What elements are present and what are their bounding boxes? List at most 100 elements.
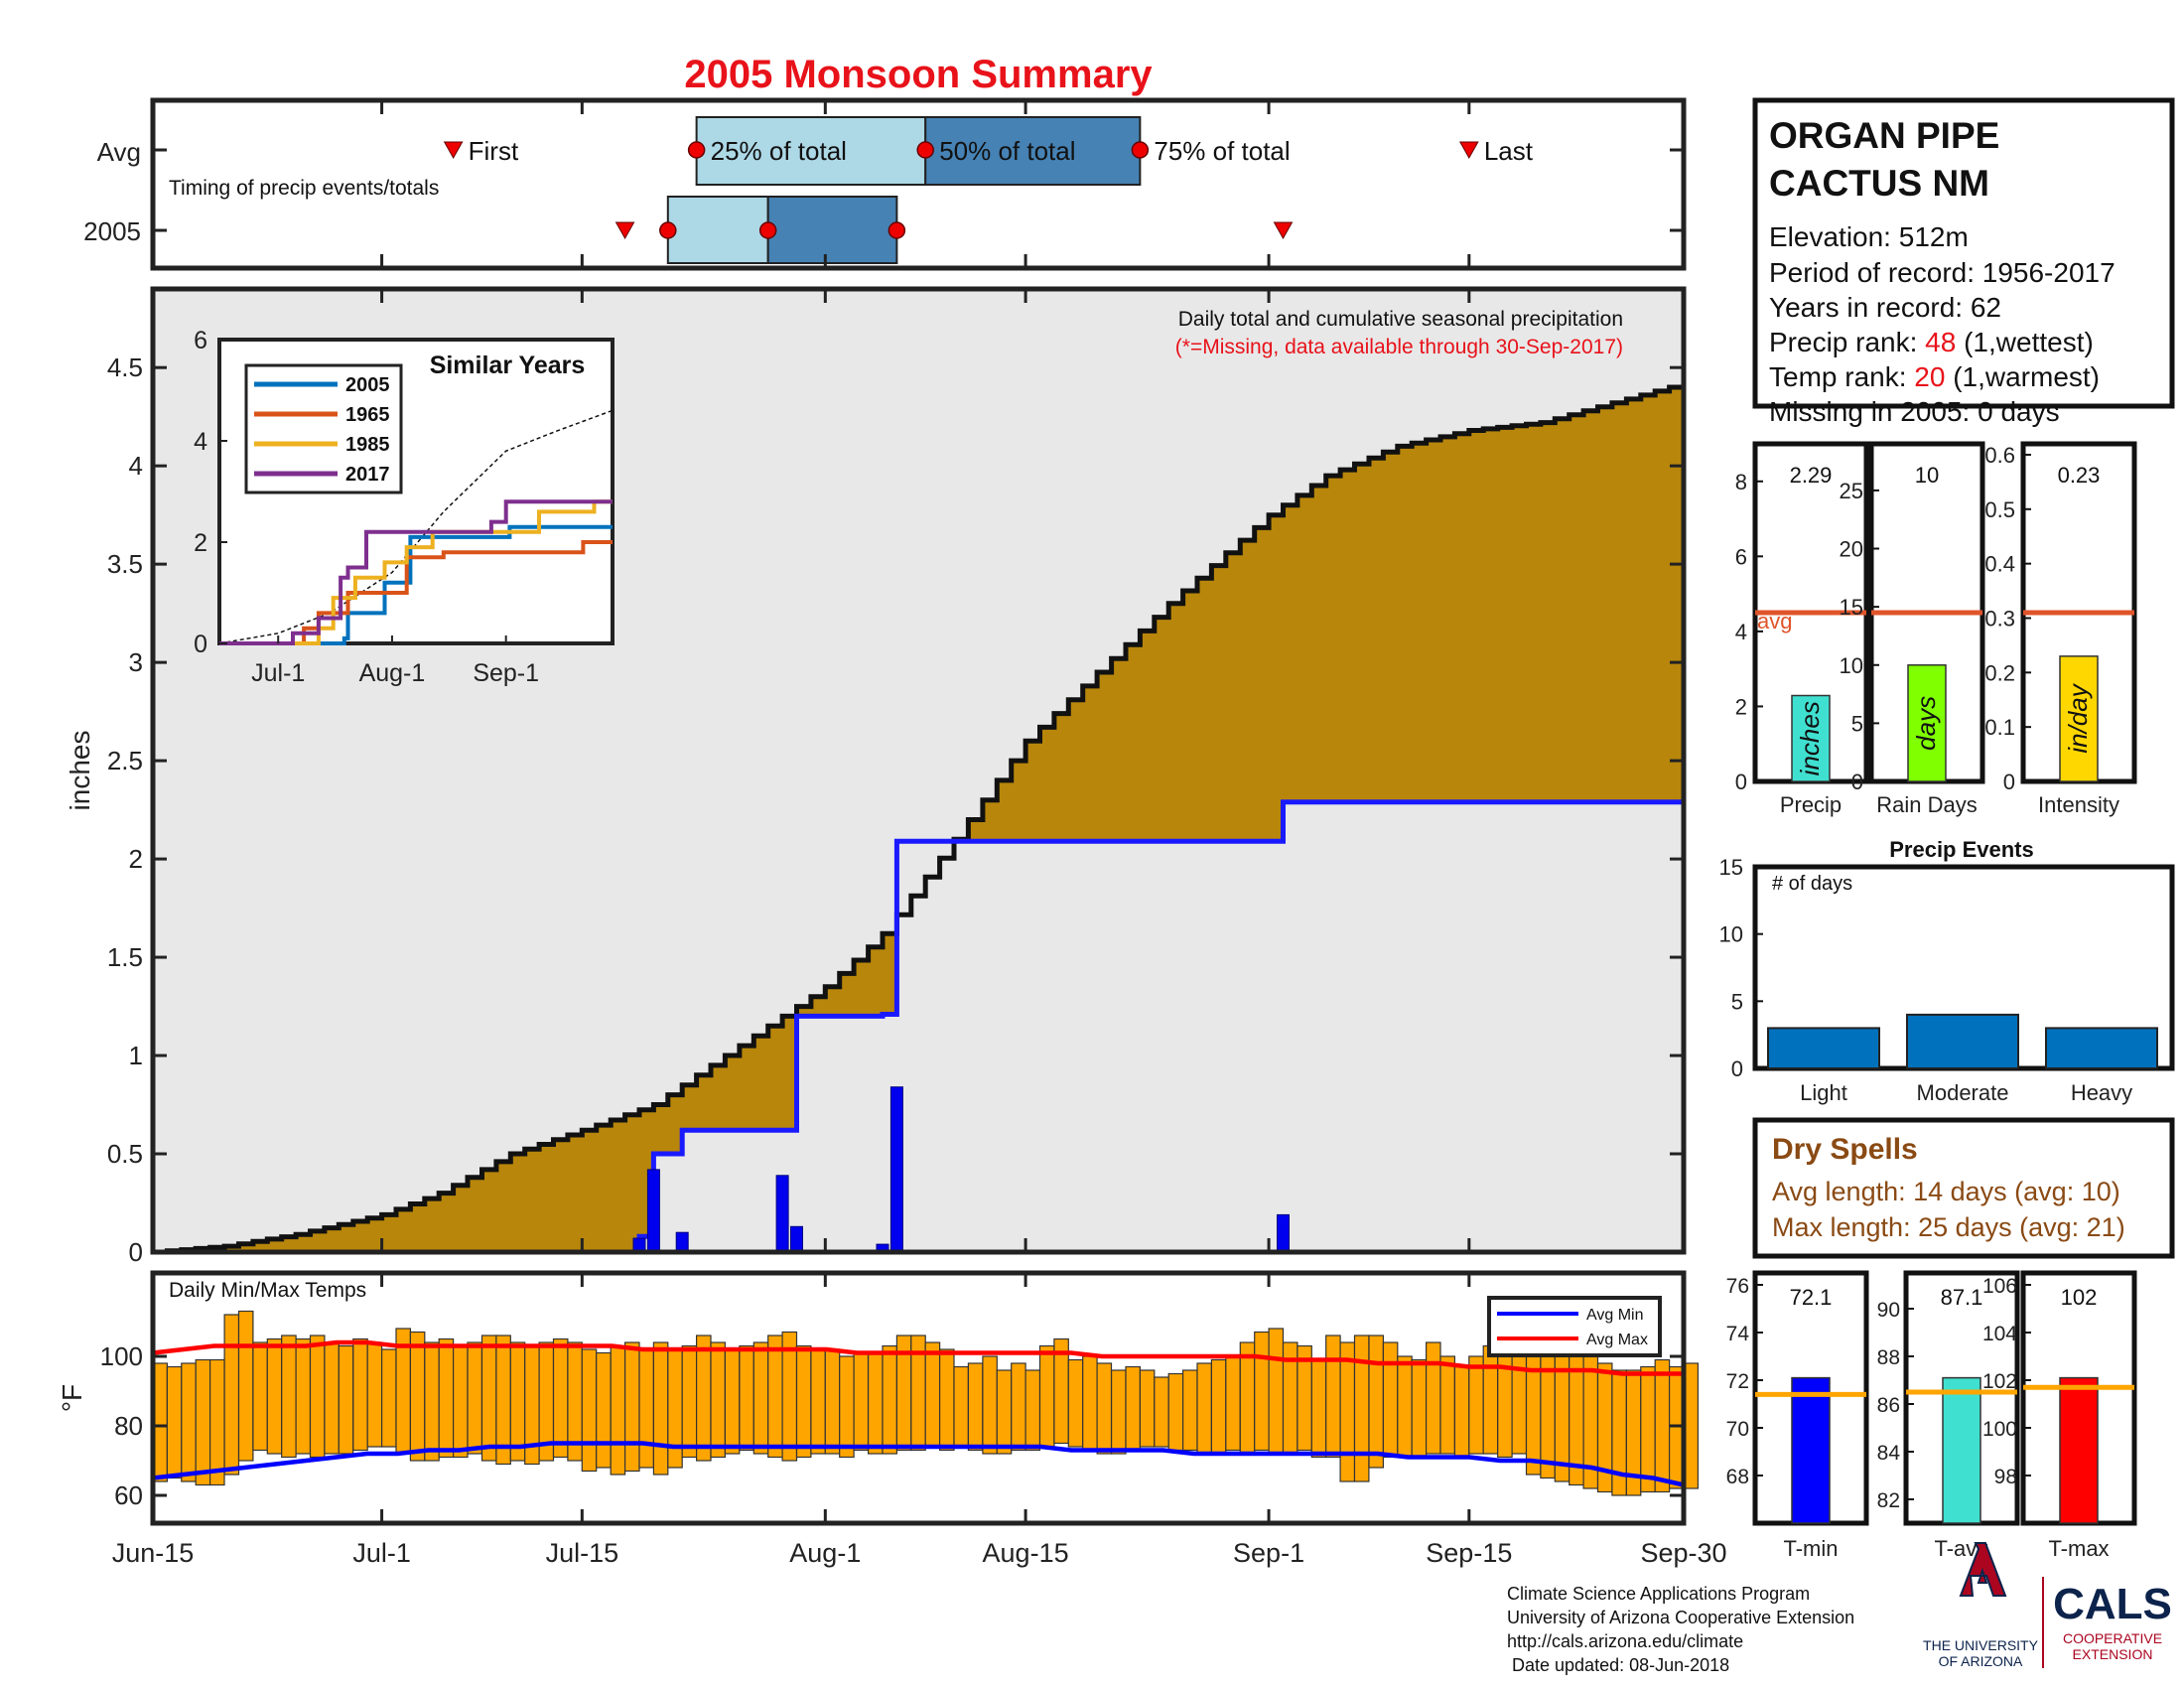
summary-ytick-label: 0.2 <box>1984 660 2015 685</box>
temp-summary-ytick-label: 100 <box>1982 1418 2017 1441</box>
daily-temp-bar <box>1439 1355 1456 1455</box>
temp-rank-label: Temp rank: <box>1769 361 1914 392</box>
legend-label-1985: 1985 <box>345 434 390 456</box>
year-timing-box-q1 <box>666 196 769 264</box>
daily-temp-bar <box>953 1365 970 1448</box>
temps-panel: 60 80 100 Jun-15 Jul-1 Jul-15 Aug-1 Aug-15 Sep-1… <box>57 1270 1727 1568</box>
daily-temp-bar <box>480 1335 497 1462</box>
temp-summary-ytick-label: 74 <box>1726 1323 1750 1345</box>
daily-temp-bar <box>1397 1355 1413 1459</box>
inset-legend: 2005 1965 1985 2017 <box>244 363 403 494</box>
inset-xtick-label: Sep-1 <box>473 659 539 687</box>
timing-note: Timing of precip events/totals <box>169 177 439 200</box>
daily-temp-bar <box>1325 1335 1341 1459</box>
summary-panel-intensity: 0 0.1 0.2 0.3 0.4 0.5 0.6 0.23 in/day Intensity <box>1984 441 2137 817</box>
daily-temp-bar <box>638 1348 655 1469</box>
main-chart-marks <box>153 383 1687 1255</box>
daily-temp-bar <box>438 1337 455 1459</box>
daily-temp-bar <box>1154 1376 1169 1448</box>
inset-line-2005 <box>219 524 613 645</box>
summary-unit: inches <box>1795 701 1825 775</box>
daily-temp-bar <box>295 1337 312 1455</box>
timing-marks: First 25% of total 50% of total 75% of tota… <box>151 100 1686 268</box>
main-ytick-label: 1.5 <box>107 942 143 972</box>
date-axis-label: Sep-30 <box>1640 1538 1726 1568</box>
daily-temp-bar <box>1225 1355 1241 1452</box>
legend-label-avg-max: Avg Max <box>1586 1332 1648 1348</box>
inset-ytick-label: 0 <box>194 631 207 658</box>
cals-line1: COOPERATIVE <box>2063 1630 2162 1646</box>
summary-ytick-label: 5 <box>1851 711 1863 736</box>
summary-ytick-label: 0 <box>1735 770 1747 794</box>
daily-temp-bar <box>667 1348 683 1469</box>
daily-temp-bar <box>209 1358 225 1486</box>
daily-temp-bar <box>938 1348 955 1452</box>
temp-summary-ytick-label: 68 <box>1726 1466 1749 1488</box>
daily-temp-bar <box>996 1369 1013 1455</box>
daily-temp-bar <box>409 1331 426 1462</box>
date-axis-label: Sep-15 <box>1426 1538 1512 1568</box>
year-cumulative-area <box>153 801 1684 1252</box>
daily-temp-bar <box>1210 1358 1227 1455</box>
ua-a-mark <box>1959 1542 2007 1597</box>
summary-label: Intensity <box>2038 792 2119 817</box>
timing-label-q25: 25% of total <box>711 136 847 166</box>
daily-temp-bar <box>352 1337 368 1452</box>
temp-summary-t-max: 98 100 102 104 106 102 T-max <box>1982 1270 2137 1561</box>
temp-summary-ytick-label: 98 <box>1994 1466 2017 1488</box>
precip-events-panel: Precip Events # of days Light Moderate Hea… <box>1719 837 2175 1105</box>
precip-rank-value: 48 <box>1925 327 1956 357</box>
daily-temp-bar <box>623 1341 640 1473</box>
daily-temp-bar <box>1082 1355 1098 1452</box>
daily-temp-bar <box>237 1310 254 1462</box>
avg-last-marker <box>1458 141 1479 160</box>
summary-ytick-label: 20 <box>1840 537 1863 562</box>
daily-temp-bar <box>1468 1355 1484 1455</box>
inset-chart-marks: 0 2 4 6 Jul-1 Aug-1 Sep-1 <box>194 327 614 687</box>
avg-cumulative-line <box>153 383 1687 1255</box>
main-ytick-label: 3 <box>129 647 143 677</box>
summary-value: 10 <box>1915 463 1939 488</box>
daily-temp-bar <box>581 1348 598 1473</box>
daily-temp-bar <box>853 1351 870 1452</box>
temp-summary-ytick-label: 86 <box>1877 1394 1900 1417</box>
avg-q25-marker <box>687 141 706 159</box>
timing-panel: Avg 2005 Timing of precip events/totals … <box>83 97 1687 271</box>
dry-spells-avg: Avg length: 14 days (avg: 10) <box>1772 1177 2120 1206</box>
daily-temp-bar <box>882 1344 898 1455</box>
inset-ytick-label: 4 <box>194 428 207 456</box>
daily-precip-bar <box>1277 1213 1290 1253</box>
footer-line2: University of Arizona Cooperative Extens… <box>1507 1608 1854 1627</box>
station-name-line2: CACTUS NM <box>1769 163 1989 204</box>
main-ytick-label: 2 <box>129 844 143 874</box>
daily-temp-bar <box>1125 1365 1142 1452</box>
summary-panel-precip: 0 2 4 6 8 2.29 inches Precip avg <box>1735 441 1869 817</box>
main-frame <box>150 286 1687 1255</box>
avg-max-line <box>152 1339 1684 1376</box>
daily-temp-bar <box>767 1335 783 1459</box>
temp-summary-ytick-label: 106 <box>1982 1275 2017 1298</box>
year-timing-box-q2 <box>766 196 898 264</box>
inset-title: Similar Years <box>430 352 586 379</box>
main-axes: 0 0.5 1 1.5 2 2.5 3 3.5 4 4.5 <box>107 289 1686 1267</box>
cals-logo: CALS COOPERATIVE EXTENSION <box>2053 1580 2172 1662</box>
inset-xtick-label: Aug-1 <box>359 659 426 687</box>
temps-ytick-label: 60 <box>114 1480 143 1510</box>
daily-temp-bar <box>1654 1358 1671 1493</box>
avg-q50-marker <box>916 141 934 159</box>
summary-ytick-label: 0 <box>1851 770 1863 794</box>
temps-legend: Avg Min Avg Max <box>1487 1296 1662 1357</box>
daily-precip-bar <box>646 1169 660 1253</box>
temp-summary-bar <box>1791 1376 1831 1524</box>
daily-temp-bar <box>309 1335 326 1459</box>
date-axis-label: Sep-1 <box>1233 1538 1304 1568</box>
cals-line2: EXTENSION <box>2073 1646 2153 1662</box>
station-temp-rank: Temp rank: 20 (1,warmest) <box>1769 361 2100 392</box>
summary-ytick-label: 0.3 <box>1984 606 2015 631</box>
daily-temp-bar <box>1110 1369 1127 1455</box>
daily-temp-bar <box>1353 1335 1370 1482</box>
daily-temp-bar <box>839 1355 855 1459</box>
daily-temp-bar <box>1382 1341 1399 1459</box>
daily-temp-bar <box>967 1362 984 1452</box>
timing-label-q50: 50% of total <box>939 136 1075 166</box>
